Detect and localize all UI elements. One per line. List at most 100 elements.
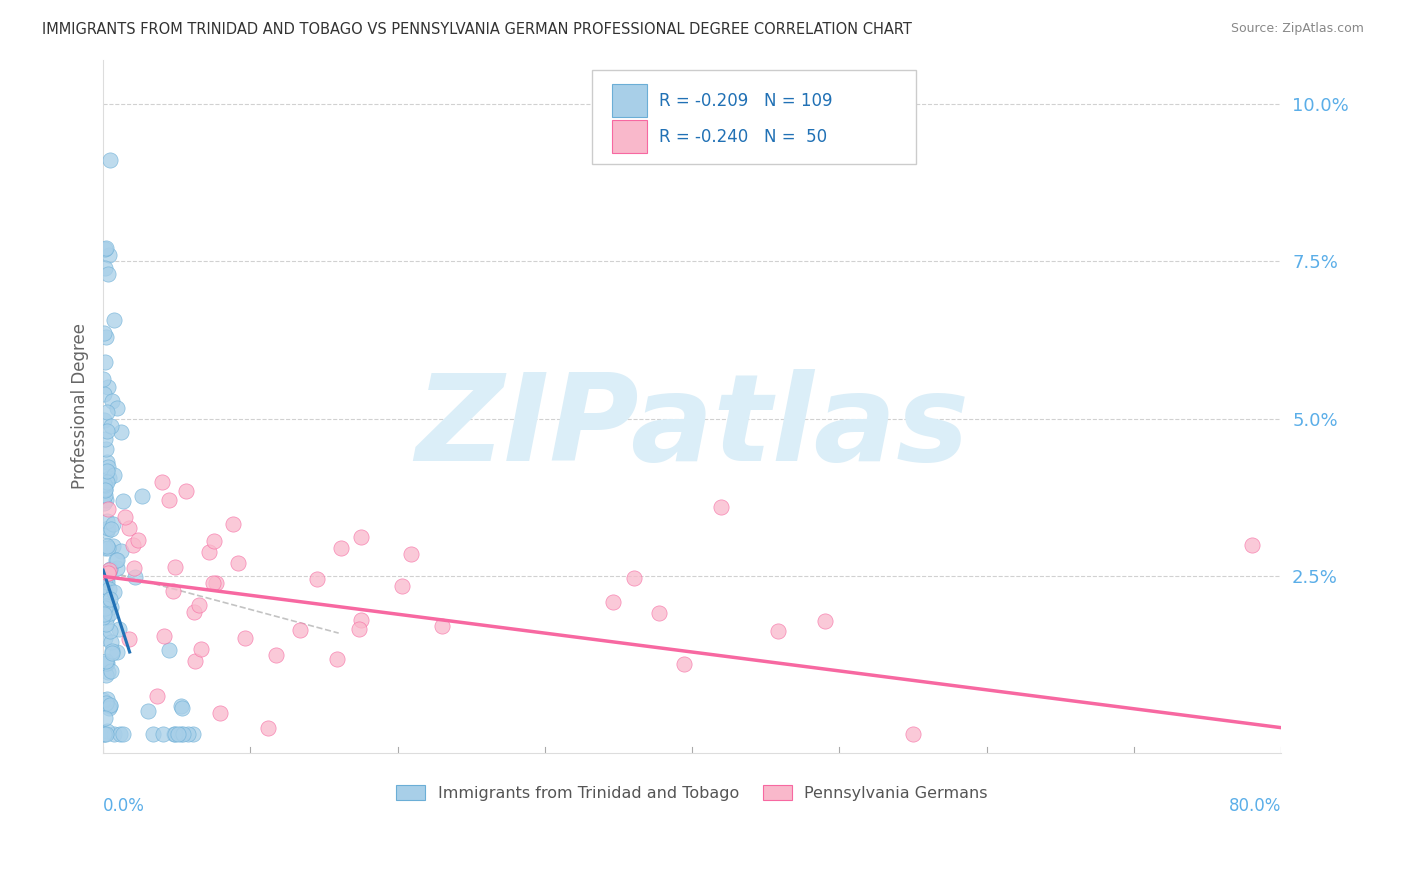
Point [152, 727, 174, 741]
Point [157, 492, 180, 507]
Text: ZIPatlas: ZIPatlas [415, 368, 969, 485]
Point [96, 599, 118, 613]
Point [98, 248, 121, 262]
Point [122, 561, 145, 575]
Point [202, 576, 225, 591]
Point [96, 380, 118, 394]
Point [101, 517, 124, 532]
Point [163, 727, 186, 741]
Point [91, 693, 114, 707]
Point [105, 561, 128, 575]
Point [170, 699, 193, 714]
Point [94, 432, 117, 446]
Point [111, 494, 134, 508]
Point [98, 561, 121, 575]
Point [98, 698, 121, 713]
Point [94, 483, 117, 497]
Point [307, 572, 329, 586]
Point [96, 424, 118, 438]
Point [108, 622, 131, 636]
Point [96, 724, 118, 739]
Point [98, 563, 121, 577]
Point [166, 727, 188, 741]
FancyBboxPatch shape [592, 70, 915, 163]
Point [813, 614, 835, 628]
Point [96, 594, 118, 608]
Point [399, 547, 422, 561]
Point [93, 478, 115, 492]
Point [165, 560, 187, 574]
Point [233, 632, 256, 646]
Point [93, 496, 115, 510]
Point [100, 522, 122, 536]
Point [100, 600, 122, 615]
Point [202, 534, 225, 549]
Point [96, 267, 118, 281]
Point [183, 727, 205, 741]
Point [96, 524, 118, 539]
Text: R = -0.240   N =  50: R = -0.240 N = 50 [659, 128, 827, 145]
Point [96, 605, 118, 619]
Point [93, 355, 115, 369]
Point [114, 510, 136, 524]
Point [96, 657, 118, 671]
Point [188, 599, 211, 613]
Point [93, 727, 115, 741]
Point [350, 613, 373, 627]
Point [93, 488, 115, 502]
Point [146, 689, 169, 703]
Point [256, 721, 278, 735]
Point [96, 502, 118, 516]
Point [94, 492, 117, 507]
Point [93, 387, 115, 401]
Point [96, 566, 118, 580]
Point [94, 482, 117, 496]
Point [222, 517, 245, 532]
Point [96, 515, 118, 529]
Point [103, 727, 125, 741]
Point [98, 698, 121, 713]
Point [100, 419, 122, 434]
Point [172, 701, 194, 715]
Point [430, 619, 453, 633]
Point [172, 727, 194, 741]
Point [118, 521, 141, 535]
Point [183, 605, 205, 619]
Point [141, 727, 163, 741]
Point [672, 657, 695, 672]
Point [124, 570, 146, 584]
Point [96, 459, 118, 474]
Point [330, 541, 353, 556]
Point [226, 556, 249, 570]
Legend: Immigrants from Trinidad and Tobago, Pennsylvania Germans: Immigrants from Trinidad and Tobago, Pen… [389, 779, 994, 807]
Point [184, 654, 207, 668]
Point [97, 541, 120, 555]
Point [174, 483, 197, 498]
Point [94, 668, 117, 682]
Point [93, 242, 115, 256]
Point [100, 393, 122, 408]
Point [347, 622, 370, 636]
Point [157, 643, 180, 657]
Point [96, 692, 118, 706]
Point [710, 500, 733, 514]
Point [325, 651, 347, 665]
Point [152, 629, 174, 643]
Point [127, 533, 149, 547]
Text: IMMIGRANTS FROM TRINIDAD AND TOBAGO VS PENNSYLVANIA GERMAN PROFESSIONAL DEGREE C: IMMIGRANTS FROM TRINIDAD AND TOBAGO VS P… [42, 22, 912, 37]
Point [94, 330, 117, 344]
Point [901, 727, 924, 741]
Point [94, 654, 117, 668]
Point [163, 727, 186, 741]
Point [93, 260, 115, 275]
Point [105, 401, 128, 415]
Point [110, 727, 132, 741]
Point [264, 648, 287, 662]
Point [100, 153, 122, 168]
Point [96, 610, 118, 624]
Point [97, 470, 120, 484]
Point [91, 610, 114, 624]
Y-axis label: Professional Degree: Professional Degree [72, 323, 89, 489]
Point [96, 241, 118, 255]
Point [105, 645, 128, 659]
